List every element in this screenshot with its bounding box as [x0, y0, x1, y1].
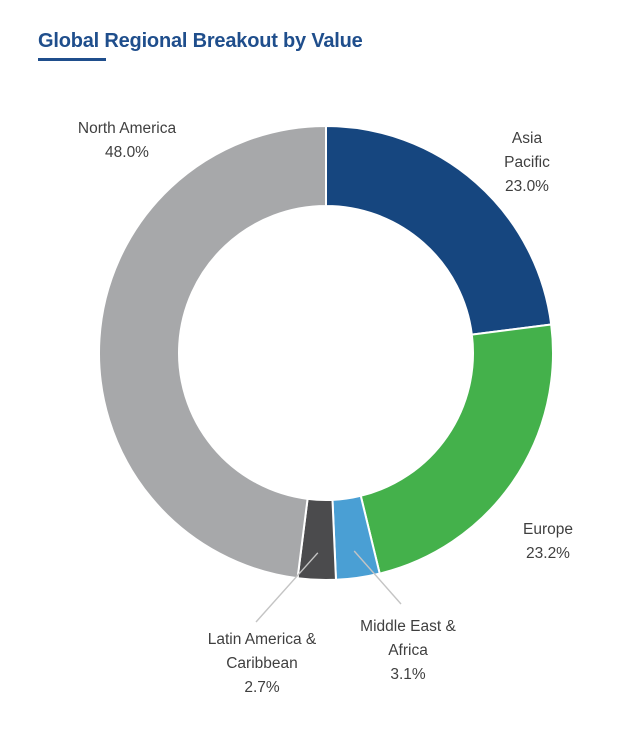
label-line: Middle East &	[360, 618, 456, 635]
slices-group	[98, 124, 554, 581]
label-line: Africa	[388, 642, 428, 659]
label-north-america: North America 48.0%	[78, 120, 177, 161]
label-asia-pacific: Asia Pacific 23.0%	[504, 130, 550, 195]
label-line: Europe	[523, 521, 573, 538]
label-line: North America	[78, 120, 177, 137]
label-line: Caribbean	[226, 655, 298, 672]
label-line: 48.0%	[105, 144, 149, 161]
chart-title: Global Regional Breakout by Value	[38, 30, 363, 52]
label-line: 23.0%	[505, 178, 549, 195]
label-line: 3.1%	[390, 666, 426, 683]
label-line: Pacific	[504, 154, 550, 171]
slice-asia-pacific	[325, 124, 553, 336]
label-line: Latin America &	[208, 631, 317, 648]
leader-line-latin-america-and-caribbean	[255, 552, 319, 623]
slice-north-america	[98, 124, 327, 580]
label-line: 23.2%	[526, 545, 570, 562]
label-line: 2.7%	[244, 679, 280, 696]
leader-lines-group	[255, 550, 402, 623]
labels-group: Asia Pacific 23.0% Europe 23.2% Middle East &…	[78, 120, 573, 696]
label-europe: Europe 23.2%	[523, 521, 573, 562]
label-latin-america-and-caribbean: Latin America & Caribbean 2.7%	[208, 631, 317, 696]
leader-line-middle-east-and-africa	[353, 550, 402, 605]
label-line: Asia	[512, 130, 543, 147]
slice-europe	[359, 323, 554, 575]
label-middle-east-and-africa: Middle East & Africa 3.1%	[360, 618, 456, 683]
title-underline	[38, 58, 106, 61]
